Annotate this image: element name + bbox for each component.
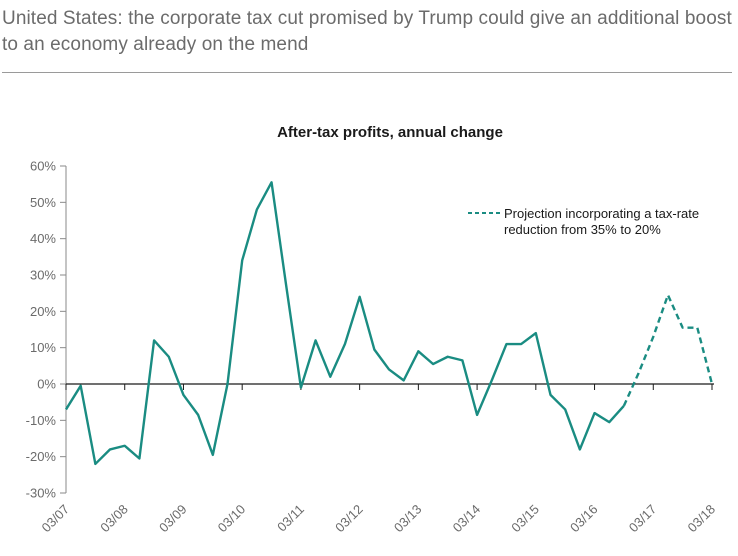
y-tick-label: -10% — [26, 413, 57, 428]
x-tick-label: 03/07 — [39, 502, 73, 536]
x-tick-label: 03/08 — [97, 502, 131, 536]
x-tick-label: 03/09 — [156, 502, 190, 536]
x-tick-label: 03/16 — [567, 502, 601, 536]
y-tick-label: -30% — [26, 486, 57, 501]
y-tick-label: 40% — [30, 231, 56, 246]
y-tick-label: 50% — [30, 195, 56, 210]
y-tick-label: 20% — [30, 304, 56, 319]
y-tick-label: -20% — [26, 449, 57, 464]
series-layer — [64, 181, 714, 466]
x-tick-label: 03/15 — [508, 502, 542, 536]
projection-series-line — [622, 293, 714, 407]
x-tick-label: 03/10 — [215, 502, 249, 536]
y-tick-label: 60% — [30, 159, 56, 174]
y-tick-label: 10% — [30, 340, 56, 355]
legend-label-line2: reduction from 35% to 20% — [504, 222, 661, 237]
x-tick-label: 03/11 — [274, 502, 307, 535]
legend: Projection incorporating a tax-rate redu… — [468, 206, 699, 237]
x-tick-label: 03/13 — [391, 502, 425, 536]
chart-title: After-tax profits, annual change — [277, 124, 503, 141]
heading-divider — [2, 72, 732, 73]
y-axis: -30% -20% -10% 0% 10% 20% 30% 40% 50% 60% — [26, 159, 67, 501]
page-heading: United States: the corporate tax cut pro… — [2, 8, 732, 55]
y-tick-label: 0% — [37, 377, 56, 392]
y-tick-label: 30% — [30, 268, 56, 283]
legend-label-line1: Projection incorporating a tax-rate — [504, 206, 699, 221]
x-tick-label: 03/14 — [450, 502, 484, 536]
x-tick-label: 03/18 — [685, 502, 719, 536]
x-tick-label: 03/12 — [332, 502, 366, 536]
x-axis: 03/07 03/08 03/09 03/10 03/11 03/12 03/13 03/14… — [39, 383, 719, 536]
x-tick-label: 03/17 — [626, 502, 660, 536]
profits-series-line — [64, 181, 625, 466]
